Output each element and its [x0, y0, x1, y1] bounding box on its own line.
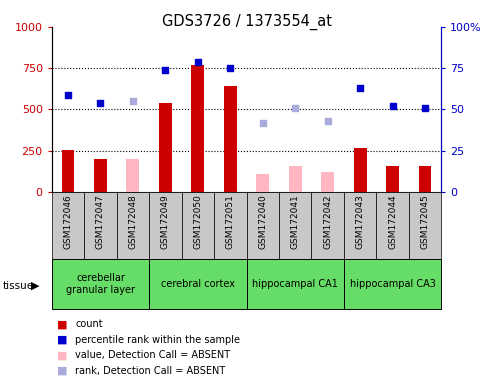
Bar [279, 192, 312, 259]
Bar [256, 174, 269, 192]
Text: rank, Detection Call = ABSENT: rank, Detection Call = ABSENT [75, 366, 226, 376]
Text: count: count [75, 319, 103, 329]
Point [421, 105, 429, 111]
Bar [353, 148, 367, 192]
Text: GSM172041: GSM172041 [291, 194, 300, 249]
Text: GSM172046: GSM172046 [64, 194, 72, 249]
Bar [84, 192, 117, 259]
Bar [52, 192, 84, 259]
Point [129, 98, 137, 104]
Text: ■: ■ [57, 335, 67, 345]
Bar [181, 192, 214, 259]
Bar [246, 259, 344, 309]
Bar [191, 65, 204, 192]
Bar [344, 259, 441, 309]
Bar [224, 86, 237, 192]
Bar [214, 192, 246, 259]
Text: cerebellar
granular layer: cerebellar granular layer [66, 273, 135, 295]
Text: cerebral cortex: cerebral cortex [161, 279, 235, 289]
Bar [126, 159, 140, 192]
Bar [376, 192, 409, 259]
Bar [289, 166, 302, 192]
Text: GSM172047: GSM172047 [96, 194, 105, 249]
Point [97, 100, 105, 106]
Bar [149, 192, 181, 259]
Text: percentile rank within the sample: percentile rank within the sample [75, 335, 241, 345]
Text: GSM172042: GSM172042 [323, 194, 332, 249]
Bar [344, 192, 376, 259]
Text: ▶: ▶ [31, 281, 40, 291]
Text: ■: ■ [57, 350, 67, 360]
Bar [52, 259, 149, 309]
Text: GSM172044: GSM172044 [388, 194, 397, 249]
Text: GSM172048: GSM172048 [128, 194, 138, 249]
Point [161, 67, 169, 73]
Bar [312, 192, 344, 259]
Bar [409, 192, 441, 259]
Text: ■: ■ [57, 366, 67, 376]
Point [64, 91, 72, 98]
Point [226, 65, 234, 71]
Text: ■: ■ [57, 319, 67, 329]
Bar [94, 159, 107, 192]
Bar [149, 259, 246, 309]
Text: GSM172045: GSM172045 [421, 194, 429, 249]
Bar [117, 192, 149, 259]
Bar [386, 166, 399, 192]
Text: GSM172049: GSM172049 [161, 194, 170, 249]
Point [324, 118, 332, 124]
Text: GSM172050: GSM172050 [193, 194, 202, 249]
Text: hippocampal CA1: hippocampal CA1 [252, 279, 338, 289]
Bar [62, 150, 74, 192]
Point [356, 85, 364, 91]
Text: value, Detection Call = ABSENT: value, Detection Call = ABSENT [75, 350, 231, 360]
Bar [419, 166, 431, 192]
Point [194, 58, 202, 65]
Point [259, 119, 267, 126]
Point [388, 103, 396, 109]
Text: hippocampal CA3: hippocampal CA3 [350, 279, 435, 289]
Text: tissue: tissue [2, 281, 34, 291]
Text: GDS3726 / 1373554_at: GDS3726 / 1373554_at [162, 13, 331, 30]
Text: GSM172040: GSM172040 [258, 194, 267, 249]
Text: GSM172051: GSM172051 [226, 194, 235, 249]
Text: GSM172043: GSM172043 [355, 194, 365, 249]
Bar [321, 172, 334, 192]
Point [291, 105, 299, 111]
Bar [246, 192, 279, 259]
Bar [159, 103, 172, 192]
